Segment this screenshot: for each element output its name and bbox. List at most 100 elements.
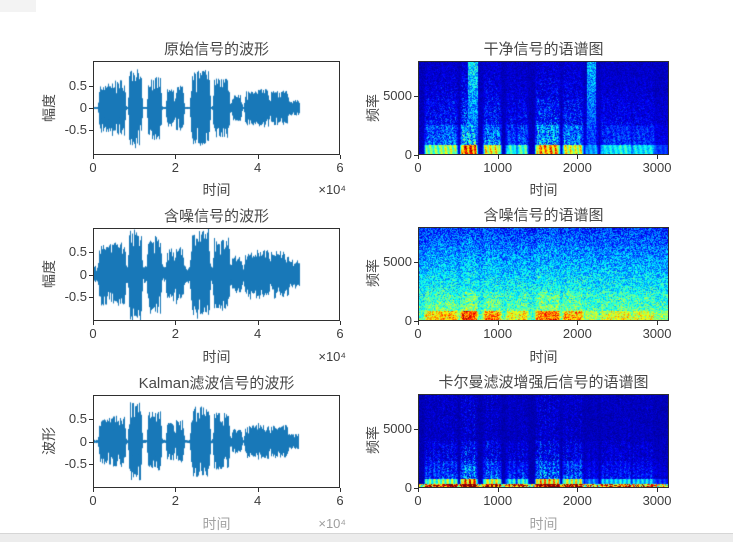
x-tick-label: 6: [336, 160, 344, 175]
plot-title-noisy-spectrogram: 含噪信号的语谱图: [483, 207, 604, 224]
spectrogram-canvas: [419, 62, 668, 154]
x-tick-mark: [497, 488, 499, 492]
x-axis-label-time: 时间: [202, 182, 231, 198]
y-tick-label: 0: [79, 266, 87, 282]
x-tick-mark: [257, 321, 259, 325]
x-tick-mark: [175, 488, 177, 492]
x-tick-label: 0: [414, 326, 422, 341]
x-tick-label: 3000: [642, 326, 672, 341]
x-tick-label: 2000: [562, 326, 592, 341]
x-tick-label: 2000: [562, 160, 592, 175]
waveform-canvas: [94, 62, 339, 154]
x-tick-label: 0: [89, 493, 97, 508]
axes-kalman-spectrogram: [418, 394, 669, 488]
x-tick-label: 2000: [562, 493, 592, 508]
y-tick-mark: [414, 321, 418, 322]
spectrogram-canvas: [419, 228, 668, 320]
x-tick-label: 1000: [483, 493, 513, 508]
x-tick-mark: [175, 155, 177, 159]
plot-title-clean-spectrogram: 干净信号的语谱图: [483, 41, 604, 58]
y-tick-mark: [89, 130, 93, 132]
x-tick-label: 0: [414, 160, 422, 175]
y-tick-mark: [89, 441, 93, 443]
x-axis-label-time: 时间: [202, 349, 231, 365]
axes-original-waveform: [93, 61, 340, 155]
x-tick-label: 6: [336, 326, 344, 341]
y-tick-mark: [414, 429, 418, 431]
x-axis-multiplier: ×10⁴: [318, 349, 346, 364]
x-tick-mark: [175, 321, 177, 325]
x-tick-mark: [657, 488, 659, 492]
x-tick-label: 0: [89, 326, 97, 341]
y-tick-label: 0: [404, 313, 412, 328]
x-axis-label-time: 时间: [529, 182, 558, 198]
x-tick-mark: [93, 155, 94, 159]
x-tick-label: 0: [89, 160, 97, 175]
y-tick-label: 5000: [383, 254, 412, 270]
x-tick-mark: [497, 321, 499, 325]
y-axis-label-frequency: 频率: [365, 259, 381, 287]
y-tick-mark: [414, 155, 418, 156]
window-bottom-strip: [0, 533, 733, 542]
y-tick-mark: [89, 252, 93, 254]
plot-title-original-waveform: 原始信号的波形: [163, 41, 269, 58]
x-axis-label-time: 时间: [529, 349, 558, 365]
x-tick-mark: [340, 321, 341, 325]
y-axis-label-frequency: 频率: [365, 426, 381, 454]
y-axis-label-frequency: 频率: [365, 94, 381, 122]
y-tick-label: 0: [404, 480, 412, 495]
window-edge-artifact: [0, 0, 36, 12]
y-tick-label: 0: [404, 147, 412, 162]
y-tick-mark: [89, 108, 93, 109]
y-tick-mark: [89, 419, 93, 421]
x-tick-label: 2: [171, 160, 179, 175]
x-tick-mark: [418, 488, 419, 492]
x-tick-mark: [340, 155, 341, 159]
axes-clean-spectrogram: [418, 61, 669, 155]
x-tick-label: 3000: [642, 493, 672, 508]
x-tick-label: 0: [414, 493, 422, 508]
waveform-canvas: [94, 229, 339, 320]
y-tick-label: 0.5: [68, 244, 87, 260]
x-tick-mark: [257, 155, 259, 159]
x-tick-label: 4: [254, 160, 262, 175]
x-axis-label-time: 时间: [529, 516, 558, 532]
plot-title-kalman-waveform: Kalman滤波信号的波形: [138, 375, 295, 392]
x-tick-label: 6: [336, 493, 344, 508]
x-tick-mark: [257, 488, 259, 492]
y-tick-mark: [89, 85, 93, 87]
x-tick-label: 2: [171, 493, 179, 508]
y-tick-mark: [89, 274, 93, 276]
x-tick-mark: [657, 321, 659, 325]
y-tick-label: -0.5: [64, 455, 87, 471]
x-tick-mark: [418, 155, 419, 159]
y-tick-mark: [89, 296, 93, 298]
y-tick-label: 0: [79, 433, 87, 449]
axes-noisy-waveform: [93, 228, 340, 321]
x-axis-label-time: 时间: [202, 516, 231, 532]
x-tick-label: 1000: [483, 326, 513, 341]
axes-noisy-spectrogram: [418, 227, 669, 321]
y-tick-label: 0.5: [68, 411, 87, 427]
y-tick-mark: [414, 488, 418, 489]
x-axis-multiplier: ×10⁴: [318, 516, 346, 531]
spectrogram-canvas: [419, 395, 668, 487]
y-tick-label: -0.5: [64, 288, 87, 304]
x-tick-label: 4: [254, 493, 262, 508]
y-tick-label: 0.5: [68, 77, 87, 93]
x-tick-label: 4: [254, 326, 262, 341]
plot-title-kalman-spectrogram: 卡尔曼滤波增强后信号的语谱图: [438, 374, 649, 391]
plot-title-noisy-waveform: 含噪信号的波形: [163, 208, 269, 225]
x-tick-mark: [418, 321, 419, 325]
x-tick-mark: [577, 488, 579, 492]
x-tick-label: 3000: [642, 160, 672, 175]
waveform-canvas: [94, 396, 339, 487]
x-tick-mark: [577, 321, 579, 325]
y-tick-mark: [414, 96, 418, 98]
y-tick-label: 0: [79, 100, 87, 115]
y-tick-mark: [414, 262, 418, 264]
y-tick-label: -0.5: [64, 122, 87, 138]
x-axis-multiplier: ×10⁴: [318, 182, 346, 197]
x-tick-mark: [93, 321, 94, 325]
